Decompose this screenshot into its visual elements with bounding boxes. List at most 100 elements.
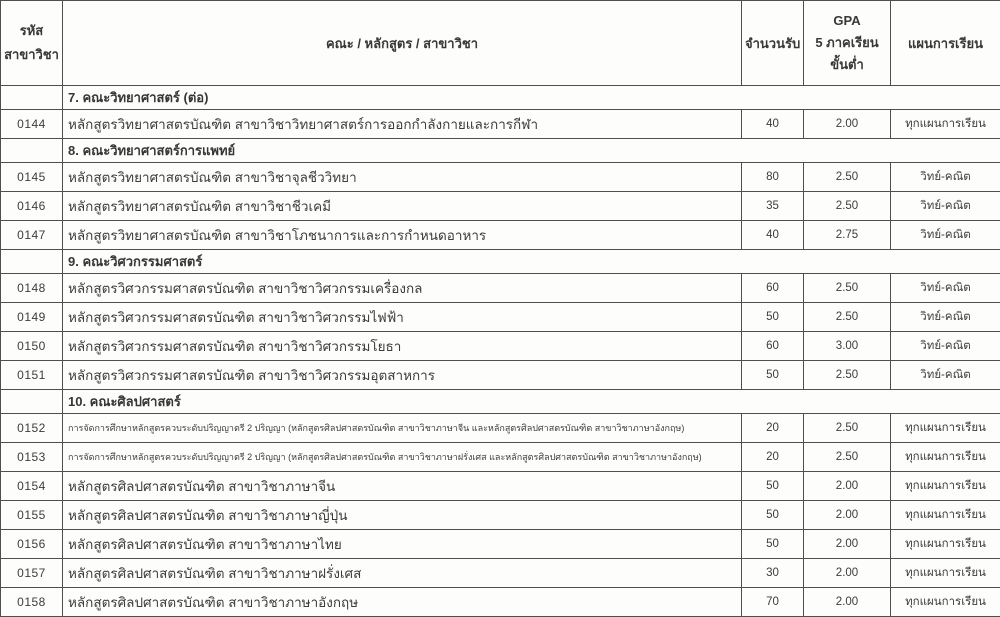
cell-code: 0157	[1, 559, 63, 588]
cell-quota: 50	[742, 501, 804, 530]
cell-program: หลักสูตรวิทยาศาสตรบัณฑิต สาขาวิชาชีวเคมี	[63, 192, 742, 221]
cell-gpa: 2.75	[804, 221, 891, 250]
cell-quota: 50	[742, 361, 804, 390]
header-code-line1: รหัส	[4, 19, 59, 43]
cell-gpa: 2.50	[804, 163, 891, 192]
cell-code: 0152	[1, 414, 63, 443]
cell-code: 0151	[1, 361, 63, 390]
cell-quota: 20	[742, 414, 804, 443]
cell-quota: 20	[742, 443, 804, 472]
cell-plan: ทุกแผนการเรียน	[891, 588, 1000, 617]
cell-program: หลักสูตรศิลปศาสตรบัณฑิต สาขาวิชาภาษาฝรั่…	[63, 559, 742, 588]
cell-code: 0144	[1, 110, 63, 139]
cell-program: หลักสูตรวิศวกรรมศาสตรบัณฑิต สาขาวิชาวิศว…	[63, 332, 742, 361]
cell-program: หลักสูตรศิลปศาสตรบัณฑิต สาขาวิชาภาษาจีน	[63, 472, 742, 501]
cell-plan: วิทย์-คณิต	[891, 332, 1000, 361]
cell-quota: 30	[742, 559, 804, 588]
cell-plan: ทุกแผนการเรียน	[891, 110, 1000, 139]
cell-plan: วิทย์-คณิต	[891, 303, 1000, 332]
section-title: 9. คณะวิศวกรรมศาสตร์	[63, 250, 1000, 274]
cell-plan: วิทย์-คณิต	[891, 221, 1000, 250]
cell-program: หลักสูตรวิศวกรรมศาสตรบัณฑิต สาขาวิชาวิศว…	[63, 361, 742, 390]
cell-quota: 60	[742, 274, 804, 303]
cell-code: 0156	[1, 530, 63, 559]
header-code-line2: สาขาวิชา	[4, 43, 59, 67]
header-plan: แผนการเรียน	[891, 1, 1000, 86]
cell-gpa: 2.50	[804, 443, 891, 472]
cell-quota: 50	[742, 303, 804, 332]
section-empty-code-cell	[1, 250, 63, 274]
section-empty-code-cell	[1, 390, 63, 414]
cell-gpa: 2.00	[804, 472, 891, 501]
cell-gpa: 2.00	[804, 110, 891, 139]
cell-gpa: 2.50	[804, 361, 891, 390]
header-program: คณะ / หลักสูตร / สาขาวิชา	[63, 1, 742, 86]
header-gpa-line2: 5 ภาคเรียน	[807, 32, 887, 54]
cell-gpa: 2.00	[804, 501, 891, 530]
cell-plan: วิทย์-คณิต	[891, 361, 1000, 390]
cell-plan: ทุกแผนการเรียน	[891, 530, 1000, 559]
cell-plan: วิทย์-คณิต	[891, 274, 1000, 303]
cell-program: หลักสูตรวิทยาศาสตรบัณฑิต สาขาวิชาโภชนากา…	[63, 221, 742, 250]
cell-plan: วิทย์-คณิต	[891, 163, 1000, 192]
section-title: 10. คณะศิลปศาสตร์	[63, 390, 1000, 414]
cell-code: 0150	[1, 332, 63, 361]
cell-gpa: 2.50	[804, 192, 891, 221]
cell-code: 0158	[1, 588, 63, 617]
cell-quota: 35	[742, 192, 804, 221]
cell-gpa: 2.00	[804, 588, 891, 617]
cell-code: 0155	[1, 501, 63, 530]
cell-gpa: 2.50	[804, 414, 891, 443]
header-gpa-line1: GPA	[807, 10, 887, 32]
cell-plan: ทุกแผนการเรียน	[891, 559, 1000, 588]
cell-code: 0146	[1, 192, 63, 221]
section-empty-code-cell	[1, 86, 63, 110]
cell-gpa: 3.00	[804, 332, 891, 361]
cell-program: หลักสูตรศิลปศาสตรบัณฑิต สาขาวิชาภาษาญี่ป…	[63, 501, 742, 530]
header-quota: จำนวนรับ	[742, 1, 804, 86]
cell-quota: 40	[742, 110, 804, 139]
section-row: 7. คณะวิทยาศาสตร์ (ต่อ)	[1, 86, 1000, 110]
cell-code: 0145	[1, 163, 63, 192]
section-row: 10. คณะศิลปศาสตร์	[1, 390, 1000, 414]
cell-code: 0148	[1, 274, 63, 303]
cell-gpa: 2.00	[804, 530, 891, 559]
cell-quota: 70	[742, 588, 804, 617]
cell-program: การจัดการศึกษาหลักสูตรควบระดับปริญญาตรี …	[63, 414, 742, 443]
cell-code: 0153	[1, 443, 63, 472]
cell-code: 0147	[1, 221, 63, 250]
cell-code: 0154	[1, 472, 63, 501]
cell-program: หลักสูตรวิศวกรรมศาสตรบัณฑิต สาขาวิชาวิศว…	[63, 274, 742, 303]
cell-program: หลักสูตรศิลปศาสตรบัณฑิต สาขาวิชาภาษาไทย	[63, 530, 742, 559]
cell-gpa: 2.50	[804, 274, 891, 303]
cell-quota: 50	[742, 472, 804, 501]
table-header-row: รหัส สาขาวิชา คณะ / หลักสูตร / สาขาวิชา …	[1, 1, 1000, 86]
cell-program: หลักสูตรวิศวกรรมศาสตรบัณฑิต สาขาวิชาวิศว…	[63, 303, 742, 332]
cell-quota: 40	[742, 221, 804, 250]
section-row: 9. คณะวิศวกรรมศาสตร์	[1, 250, 1000, 274]
cell-plan: ทุกแผนการเรียน	[891, 472, 1000, 501]
header-gpa: GPA 5 ภาคเรียน ขั้นต่ำ	[804, 1, 891, 86]
cell-quota: 50	[742, 530, 804, 559]
cell-program: การจัดการศึกษาหลักสูตรควบระดับปริญญาตรี …	[63, 443, 742, 472]
cell-code: 0149	[1, 303, 63, 332]
cell-quota: 80	[742, 163, 804, 192]
cell-plan: ทุกแผนการเรียน	[891, 414, 1000, 443]
